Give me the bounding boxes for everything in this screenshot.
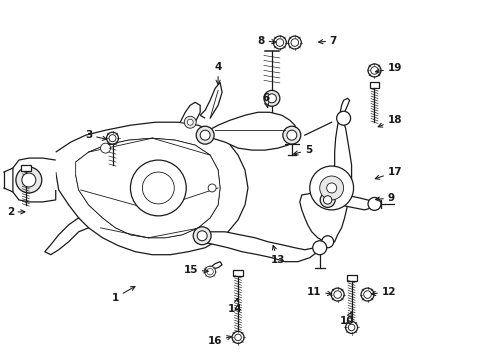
- Circle shape: [288, 36, 301, 49]
- Polygon shape: [75, 138, 220, 238]
- Polygon shape: [369, 82, 379, 88]
- Circle shape: [22, 173, 36, 187]
- Circle shape: [313, 241, 327, 255]
- Text: 15: 15: [184, 265, 208, 275]
- Circle shape: [345, 321, 358, 333]
- Text: 1: 1: [112, 287, 135, 302]
- Circle shape: [368, 64, 381, 77]
- Circle shape: [331, 288, 344, 301]
- Circle shape: [193, 227, 211, 245]
- Polygon shape: [75, 138, 220, 238]
- Text: 17: 17: [375, 167, 402, 179]
- Text: 3: 3: [85, 130, 107, 140]
- Text: 11: 11: [307, 287, 332, 297]
- Circle shape: [322, 236, 334, 248]
- Polygon shape: [21, 165, 31, 171]
- Circle shape: [205, 266, 216, 277]
- Circle shape: [287, 130, 297, 140]
- Polygon shape: [56, 122, 248, 255]
- Circle shape: [106, 132, 119, 144]
- Circle shape: [323, 196, 332, 204]
- Circle shape: [327, 183, 337, 193]
- Text: 12: 12: [371, 287, 396, 297]
- Text: 9: 9: [375, 193, 394, 203]
- Circle shape: [320, 193, 335, 207]
- Circle shape: [197, 231, 207, 241]
- Text: 10: 10: [340, 312, 354, 327]
- Circle shape: [130, 160, 186, 216]
- Circle shape: [273, 36, 286, 49]
- Text: 18: 18: [378, 115, 402, 127]
- Polygon shape: [180, 102, 200, 122]
- Circle shape: [264, 90, 280, 106]
- Polygon shape: [13, 158, 56, 202]
- Circle shape: [268, 94, 276, 103]
- Text: 2: 2: [7, 207, 25, 217]
- Text: 13: 13: [270, 246, 285, 265]
- Circle shape: [208, 184, 216, 192]
- Text: 8: 8: [258, 36, 276, 46]
- Polygon shape: [346, 275, 357, 280]
- Circle shape: [337, 111, 350, 125]
- Circle shape: [100, 143, 111, 153]
- Text: 6: 6: [262, 93, 269, 108]
- Text: 7: 7: [318, 36, 337, 46]
- Polygon shape: [205, 112, 298, 150]
- Circle shape: [283, 126, 301, 144]
- Circle shape: [196, 126, 214, 144]
- Circle shape: [187, 119, 193, 125]
- Circle shape: [200, 130, 210, 140]
- Circle shape: [16, 167, 42, 193]
- Circle shape: [310, 166, 354, 210]
- Polygon shape: [233, 270, 243, 276]
- Polygon shape: [210, 262, 222, 270]
- Circle shape: [361, 288, 374, 301]
- Polygon shape: [319, 195, 374, 210]
- Circle shape: [232, 332, 244, 343]
- Polygon shape: [200, 82, 222, 118]
- Circle shape: [319, 176, 343, 200]
- Text: 4: 4: [215, 62, 222, 84]
- Text: 14: 14: [228, 298, 243, 315]
- Text: 5: 5: [294, 145, 312, 155]
- Circle shape: [184, 116, 196, 128]
- Polygon shape: [300, 98, 352, 245]
- Circle shape: [368, 197, 381, 210]
- Text: 16: 16: [208, 336, 231, 346]
- Text: 19: 19: [375, 63, 402, 73]
- Polygon shape: [195, 232, 322, 262]
